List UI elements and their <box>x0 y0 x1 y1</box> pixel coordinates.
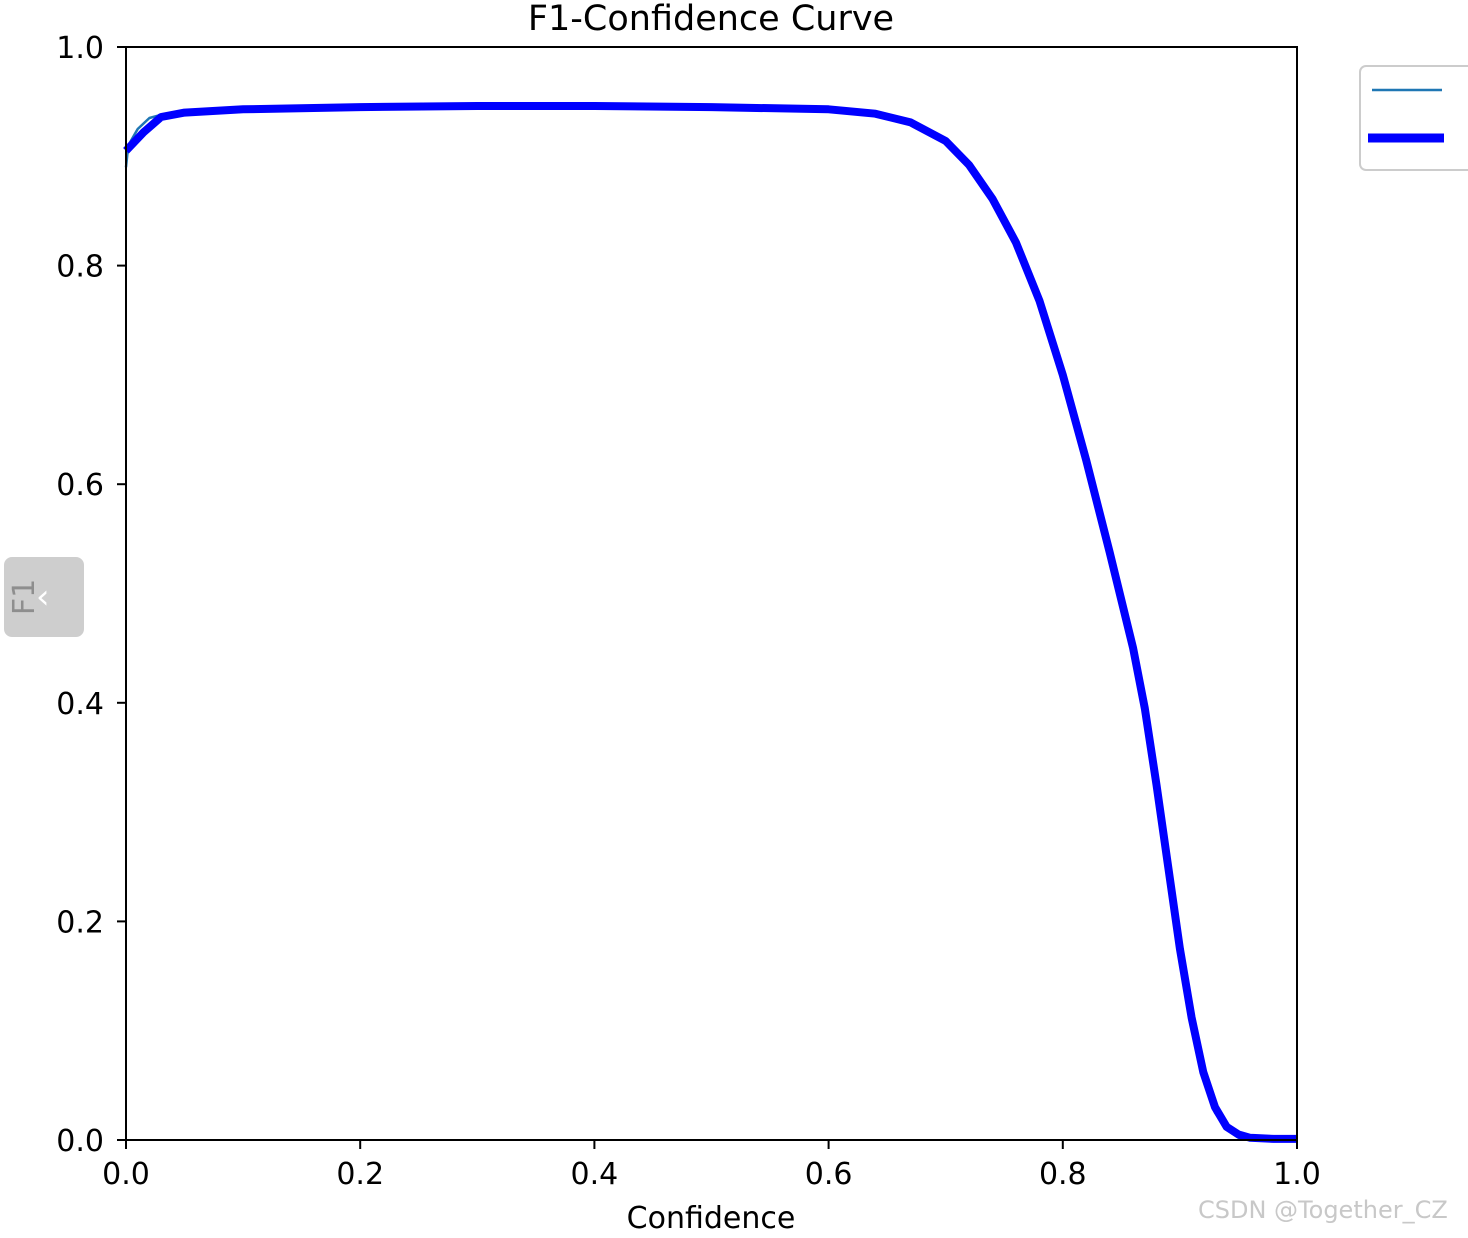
previous-image-button[interactable]: ‹ <box>4 557 84 637</box>
x-axis-ticks: 0.0 0.2 0.4 0.6 0.8 1.0 <box>102 1140 1321 1192</box>
y-tick-label: 1.0 <box>56 31 104 66</box>
x-tick-label: 0.6 <box>805 1157 853 1192</box>
plot-frame <box>125 46 1298 1141</box>
series-line-2 <box>123 102 1297 1143</box>
x-axis-label: Confidence <box>627 1201 796 1236</box>
x-tick-label: 0.2 <box>336 1157 384 1192</box>
legend-box <box>1359 65 1468 171</box>
legend <box>1359 65 1468 171</box>
y-tick-label: 0.4 <box>56 687 104 722</box>
y-tick-label: 0.8 <box>56 250 104 285</box>
y-axis-ticks: 0.0 0.2 0.4 0.6 0.8 1.0 <box>56 31 126 1159</box>
x-tick-label: 1.0 <box>1273 1157 1321 1192</box>
watermark: CSDN @Together_CZ <box>1198 1196 1448 1224</box>
chevron-left-icon: ‹ <box>36 577 50 617</box>
x-tick-label: 0.0 <box>102 1157 150 1192</box>
y-tick-label: 0.2 <box>56 905 104 940</box>
chart-title: F1-Confidence Curve <box>528 0 894 39</box>
series-lines <box>123 102 1297 1143</box>
series-line-1 <box>124 103 1297 1142</box>
y-tick-label: 0.6 <box>56 468 104 503</box>
x-tick-label: 0.8 <box>1039 1157 1087 1192</box>
y-tick-label: 0.0 <box>56 1124 104 1159</box>
x-tick-label: 0.4 <box>571 1157 619 1192</box>
